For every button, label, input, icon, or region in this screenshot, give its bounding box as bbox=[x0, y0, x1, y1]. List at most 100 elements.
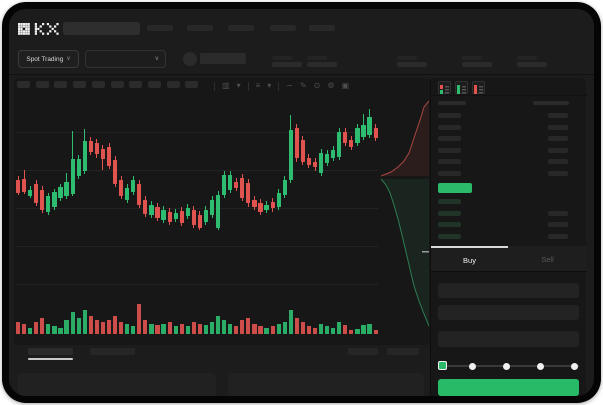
draw-icon[interactable]: ✎ bbox=[299, 80, 307, 90]
ask-price-placeholder bbox=[438, 136, 461, 141]
divider bbox=[9, 74, 594, 75]
okx-logo bbox=[18, 22, 60, 35]
orderbook-row-bid[interactable] bbox=[431, 209, 587, 219]
orderbook-row-ask[interactable] bbox=[431, 134, 587, 144]
amount-slider[interactable] bbox=[431, 356, 587, 376]
chevron-down-icon[interactable]: ▾ bbox=[236, 80, 241, 90]
orderbook-row-bid[interactable] bbox=[431, 220, 587, 230]
slider-stop[interactable] bbox=[468, 362, 476, 370]
stat-value-placeholder bbox=[462, 62, 492, 67]
candle-body bbox=[167, 212, 172, 222]
search-input[interactable] bbox=[63, 22, 140, 35]
bottom-control-2[interactable] bbox=[387, 348, 419, 355]
candle-body bbox=[222, 175, 227, 195]
volume-bar bbox=[343, 325, 348, 334]
volume-bar bbox=[294, 318, 299, 334]
volume-bar bbox=[300, 322, 305, 334]
orderbook-combined-icon[interactable] bbox=[438, 81, 451, 94]
volume-bar bbox=[246, 318, 251, 334]
line-type-icon[interactable]: ∼ bbox=[286, 80, 293, 90]
timeframe-button[interactable] bbox=[17, 81, 30, 88]
candle-body bbox=[161, 210, 166, 220]
nav-item[interactable] bbox=[270, 25, 296, 31]
fullscreen-icon[interactable]: ▣ bbox=[341, 80, 350, 90]
candle-style-icon[interactable]: ▥ bbox=[222, 80, 230, 90]
chevron-down-icon: ∨ bbox=[66, 56, 71, 62]
timeframe-button[interactable] bbox=[54, 81, 68, 88]
stat-value-placeholder bbox=[517, 62, 547, 67]
order-total-field[interactable] bbox=[438, 331, 579, 347]
volume-bar bbox=[28, 328, 33, 334]
divider bbox=[278, 81, 280, 91]
volume-bar bbox=[82, 310, 87, 334]
volume-bar bbox=[119, 322, 124, 334]
bottom-control-1[interactable] bbox=[348, 348, 378, 355]
volume-bar bbox=[306, 326, 312, 334]
volume-bar bbox=[40, 318, 45, 334]
orderbook-asks-icon[interactable] bbox=[472, 81, 485, 94]
chart-card: ▥ ▾ ≡ ▾ ∼ ✎ ⊙ ⚙ ▣ bbox=[14, 78, 430, 345]
candle-body bbox=[40, 190, 45, 210]
timeframe-button[interactable] bbox=[91, 81, 105, 88]
timeframe-button[interactable] bbox=[73, 81, 87, 88]
timeframe-button[interactable] bbox=[166, 81, 180, 88]
settings-icon[interactable]: ⚙ bbox=[327, 80, 335, 90]
nav-item[interactable] bbox=[187, 25, 213, 31]
candle-body bbox=[28, 190, 33, 196]
tab-sell[interactable]: Sell bbox=[508, 246, 587, 272]
timeframe-button[interactable] bbox=[185, 81, 199, 88]
candle-body bbox=[137, 184, 142, 205]
order-amount-field[interactable] bbox=[438, 305, 579, 320]
timeframe-button[interactable] bbox=[147, 81, 161, 88]
orderbook-row-ask[interactable] bbox=[431, 146, 587, 156]
ask-price-placeholder bbox=[438, 124, 461, 130]
stat-value-placeholder bbox=[307, 62, 337, 67]
orderbook-row-ask[interactable] bbox=[431, 111, 587, 121]
candle-body bbox=[276, 193, 281, 207]
slider-stop[interactable] bbox=[502, 362, 510, 370]
chevron-down-icon[interactable]: ▾ bbox=[267, 80, 272, 90]
orderbook-bids-icon[interactable] bbox=[455, 81, 468, 94]
buy-submit-button[interactable] bbox=[438, 379, 579, 396]
pair-name-placeholder bbox=[200, 53, 246, 64]
candle-body bbox=[149, 205, 154, 215]
slider-handle[interactable] bbox=[437, 361, 447, 370]
market-stats bbox=[9, 9, 594, 75]
bottom-tab-orders[interactable] bbox=[28, 348, 73, 355]
tab-buy[interactable]: Buy bbox=[431, 246, 508, 272]
nav-item[interactable] bbox=[309, 25, 335, 31]
volume-bar bbox=[52, 326, 57, 334]
candle-body bbox=[76, 159, 81, 176]
trade-side-panel: Buy Sell bbox=[430, 78, 587, 396]
orderbook-row-ask[interactable] bbox=[431, 123, 587, 133]
candlestick-plot[interactable] bbox=[16, 100, 378, 295]
bottom-tab-history[interactable] bbox=[90, 348, 135, 355]
slider-stop[interactable] bbox=[570, 362, 578, 370]
pair-type-selector[interactable]: Spot Trading ∨ bbox=[18, 50, 79, 68]
timeframe-button[interactable] bbox=[129, 81, 143, 88]
volume-bar bbox=[34, 322, 39, 334]
last-price-bar[interactable] bbox=[438, 183, 472, 193]
timeframe-button[interactable] bbox=[110, 81, 124, 88]
depth-chart bbox=[381, 95, 429, 327]
nav-item[interactable] bbox=[147, 25, 173, 31]
timeframe-button[interactable] bbox=[35, 81, 49, 88]
trade-tabs: Buy Sell bbox=[431, 246, 587, 272]
nav-item[interactable] bbox=[228, 25, 254, 31]
market-dropdown[interactable]: ∨ bbox=[85, 50, 166, 68]
volume-bar bbox=[70, 312, 75, 334]
candle-body bbox=[34, 184, 39, 203]
indicators-icon[interactable]: ≡ bbox=[255, 80, 261, 90]
snapshot-icon[interactable]: ⊙ bbox=[313, 80, 321, 90]
orderbook-row-bid[interactable] bbox=[431, 232, 587, 242]
orderbook-row-bid[interactable] bbox=[431, 197, 587, 207]
order-price-field[interactable] bbox=[438, 283, 579, 298]
orderbook-row-ask[interactable] bbox=[431, 157, 587, 167]
ask-amount-placeholder bbox=[548, 124, 568, 130]
slider-stop[interactable] bbox=[536, 362, 544, 370]
candle-body bbox=[100, 149, 106, 159]
candle-body bbox=[282, 180, 287, 195]
orderbook-row-ask[interactable] bbox=[431, 169, 587, 179]
candle-body bbox=[325, 154, 330, 163]
